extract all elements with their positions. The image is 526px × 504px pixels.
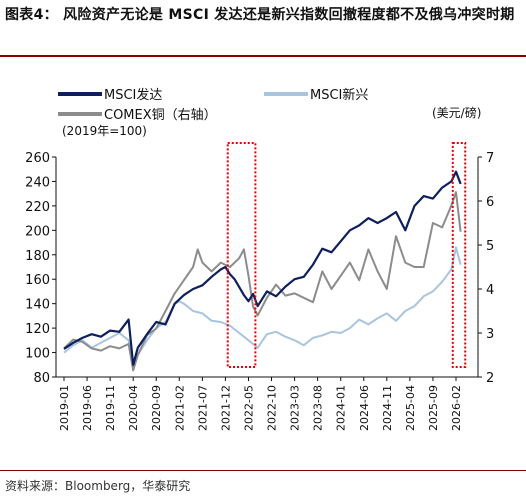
right-tick-labels: 2 3 4 5 6 7 bbox=[478, 151, 494, 386]
x-tick-label: 2024-06 bbox=[358, 385, 371, 431]
x-tick-label: 2024-11 bbox=[381, 385, 394, 431]
x-tick-label: 2023-03 bbox=[289, 385, 302, 431]
left-tick-label: 120 bbox=[25, 322, 50, 337]
legend-label-msci-emerging: MSCI新兴 bbox=[310, 87, 368, 103]
highlight-boxes bbox=[226, 142, 467, 368]
left-tick-label: 220 bbox=[25, 200, 50, 215]
x-tick-label: 2022-05 bbox=[242, 385, 255, 431]
left-tick-label: 240 bbox=[25, 175, 50, 190]
x-tick-label: 2025-04 bbox=[404, 385, 417, 431]
x-tick-label: 2021-12 bbox=[219, 385, 232, 431]
right-tick-label: 4 bbox=[486, 283, 494, 298]
source-note: 资料来源：Bloomberg，华泰研究 bbox=[5, 479, 191, 493]
left-tick-label: 180 bbox=[25, 249, 50, 264]
x-tick-label: 2020-09 bbox=[150, 385, 163, 431]
x-tick-label: 2022-10 bbox=[266, 385, 279, 431]
left-tick-label: 140 bbox=[25, 298, 50, 313]
legend-label-msci-developed: MSCI发达 bbox=[104, 87, 162, 103]
left-tick-label: 80 bbox=[33, 371, 50, 386]
right-tick-label: 3 bbox=[486, 327, 494, 342]
x-tick-labels: 2019-01 2019-06 2019-11 2020-04 2020-09 2021-… bbox=[58, 377, 463, 431]
x-tick-label: 2025-09 bbox=[427, 385, 440, 431]
series-line-0 bbox=[63, 170, 462, 366]
right-tick-label: 6 bbox=[486, 195, 494, 210]
x-tick-label: 2023-08 bbox=[312, 385, 325, 431]
right-tick-label: 7 bbox=[486, 151, 494, 166]
left-tick-label: 200 bbox=[25, 224, 50, 239]
left-axis-unit: (2019年=100) bbox=[62, 124, 147, 138]
legend: MSCI发达 MSCI新兴 COMEX铜（右轴） bbox=[58, 87, 368, 123]
x-tick-label: 2021-07 bbox=[196, 385, 209, 431]
right-tick-label: 2 bbox=[486, 371, 494, 386]
chart-svg: MSCI发达 MSCI新兴 COMEX铜（右轴） (2019年=100) (美元… bbox=[25, 87, 494, 431]
legend-label-comex-copper: COMEX铜（右轴） bbox=[104, 108, 217, 123]
x-tick-label: 2020-04 bbox=[127, 385, 140, 431]
x-tick-label: 2019-01 bbox=[58, 385, 71, 431]
x-tick-label: 2019-11 bbox=[104, 385, 117, 431]
x-tick-label: 2021-02 bbox=[173, 385, 186, 431]
title-rule bbox=[0, 55, 526, 57]
x-tick-label: 2024-01 bbox=[335, 385, 348, 431]
left-tick-label: 260 bbox=[25, 151, 50, 166]
x-tick-label: 2019-06 bbox=[81, 385, 94, 431]
left-tick-label: 160 bbox=[25, 273, 50, 288]
series-layer bbox=[63, 170, 462, 372]
right-tick-label: 5 bbox=[486, 239, 494, 254]
left-tick-labels: 80 100 120 140 160 180 200 220 240 260 bbox=[25, 151, 56, 386]
chart-title: 图表4： 风险资产无论是 MSCI 发达还是新兴指数回撤程度都不及俄乌冲突时期 bbox=[5, 7, 515, 23]
right-axis-unit: (美元/磅) bbox=[432, 105, 481, 120]
left-tick-label: 100 bbox=[25, 347, 50, 362]
source-rule bbox=[0, 470, 526, 471]
highlight-box-0 bbox=[226, 142, 257, 368]
highlight-box-1 bbox=[451, 142, 467, 368]
series-line-2 bbox=[63, 191, 462, 372]
x-tick-label: 2026-02 bbox=[450, 385, 463, 431]
